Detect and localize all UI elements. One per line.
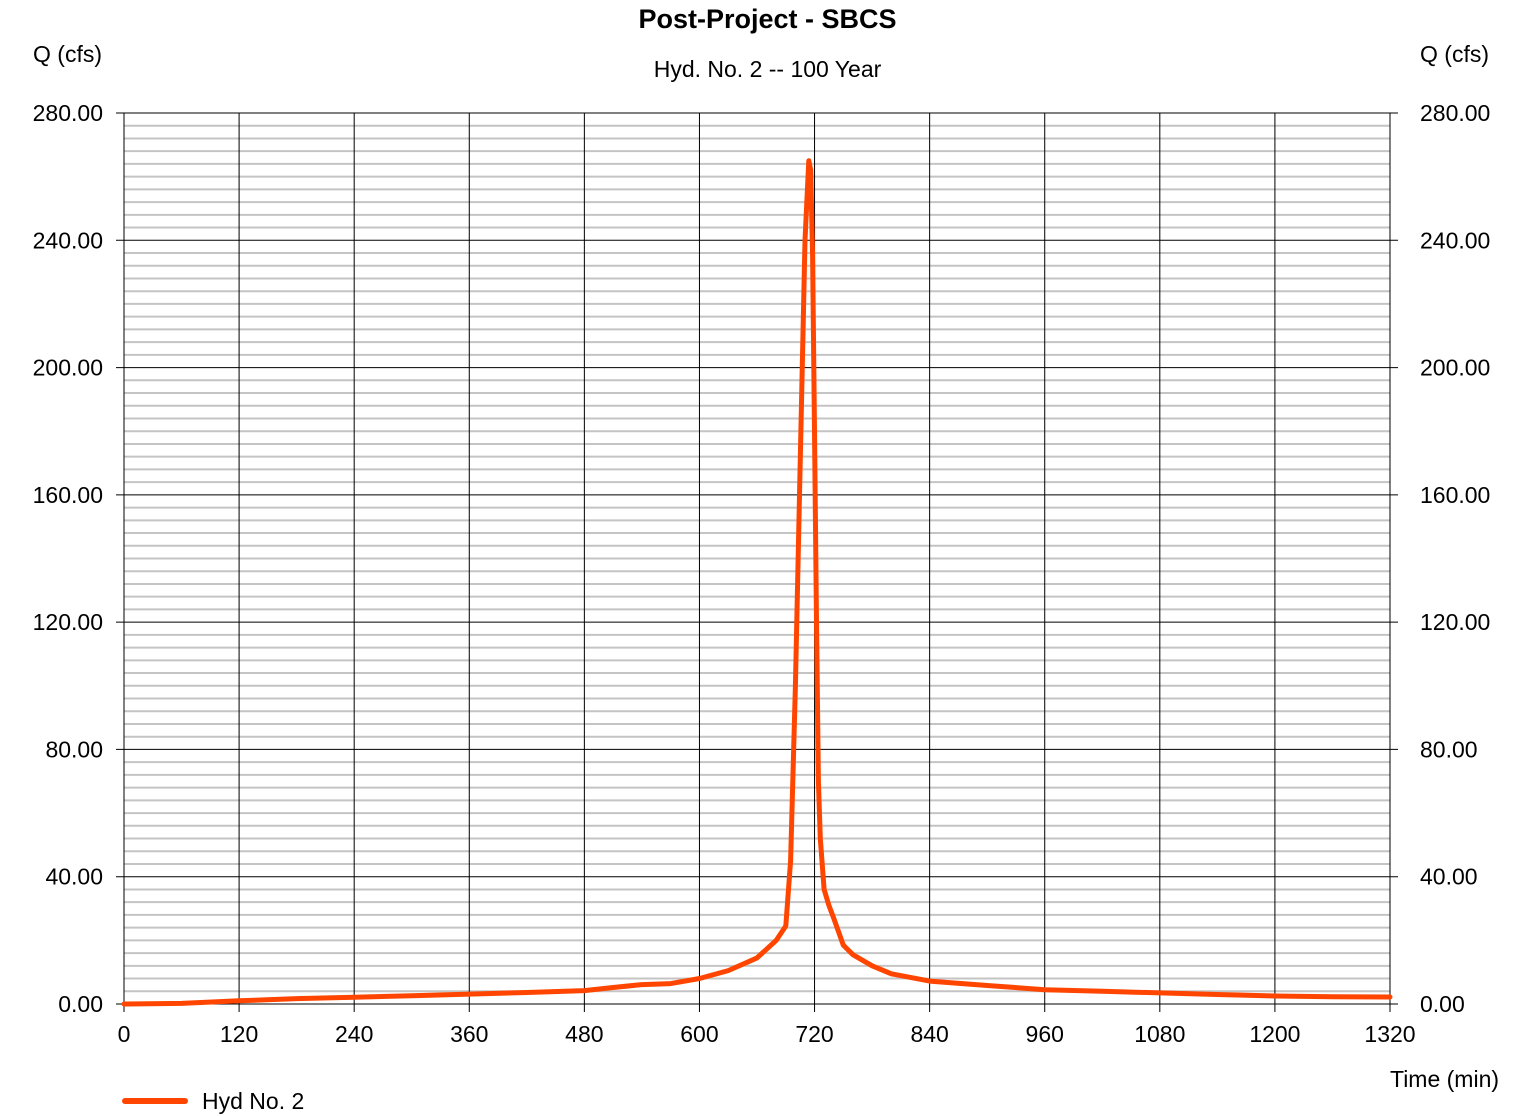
legend: Hyd No. 2 bbox=[122, 1086, 304, 1116]
x-axis-label: Time (min) bbox=[1390, 1066, 1500, 1092]
y-tick-label-left: 160.00 bbox=[33, 482, 103, 508]
y-tick-label-left: 200.00 bbox=[33, 355, 103, 381]
y-tick-label-right: 80.00 bbox=[1420, 736, 1478, 762]
x-tick-label: 840 bbox=[910, 1021, 948, 1047]
y-tick-label-left: 80.00 bbox=[45, 736, 103, 762]
x-tick-label: 0 bbox=[118, 1021, 131, 1047]
y-tick-label-left: 40.00 bbox=[45, 864, 103, 890]
legend-label: Hyd No. 2 bbox=[202, 1087, 305, 1114]
y-tick-label-right: 200.00 bbox=[1420, 355, 1490, 381]
chart-title: Post-Project - SBCS bbox=[638, 4, 897, 34]
y-tick-label-right: 160.00 bbox=[1420, 482, 1490, 508]
y-tick-label-left: 120.00 bbox=[33, 609, 103, 635]
y-tick-label-left: 240.00 bbox=[33, 227, 103, 253]
x-tick-label: 480 bbox=[565, 1021, 603, 1047]
y-tick-label-right: 240.00 bbox=[1420, 227, 1490, 253]
series-line bbox=[121, 158, 1393, 1007]
y-tick-label-left: 0.00 bbox=[58, 991, 103, 1017]
x-tick-label: 720 bbox=[795, 1021, 833, 1047]
y-tick-label-right: 0.00 bbox=[1420, 991, 1465, 1017]
x-tick-label: 600 bbox=[680, 1021, 718, 1047]
x-tick-label: 1320 bbox=[1364, 1021, 1415, 1047]
x-tick-label: 360 bbox=[450, 1021, 488, 1047]
x-tick-label: 240 bbox=[335, 1021, 373, 1047]
y-axis-label-left: Q (cfs) bbox=[33, 41, 102, 67]
x-tick-label: 120 bbox=[220, 1021, 258, 1047]
y-tick-label-left: 280.00 bbox=[33, 100, 103, 126]
x-tick-label: 1080 bbox=[1134, 1021, 1185, 1047]
y-tick-label-right: 40.00 bbox=[1420, 864, 1478, 890]
x-tick-label: 960 bbox=[1026, 1021, 1064, 1047]
plot-frame bbox=[123, 112, 1391, 1005]
legend-swatch bbox=[122, 1098, 188, 1104]
x-tick-label: 1200 bbox=[1249, 1021, 1300, 1047]
y-tick-label-right: 120.00 bbox=[1420, 609, 1490, 635]
y-axis-label-right: Q (cfs) bbox=[1420, 41, 1489, 67]
y-tick-label-right: 280.00 bbox=[1420, 100, 1490, 126]
chart-subtitle: Hyd. No. 2 -- 100 Year bbox=[653, 56, 882, 82]
